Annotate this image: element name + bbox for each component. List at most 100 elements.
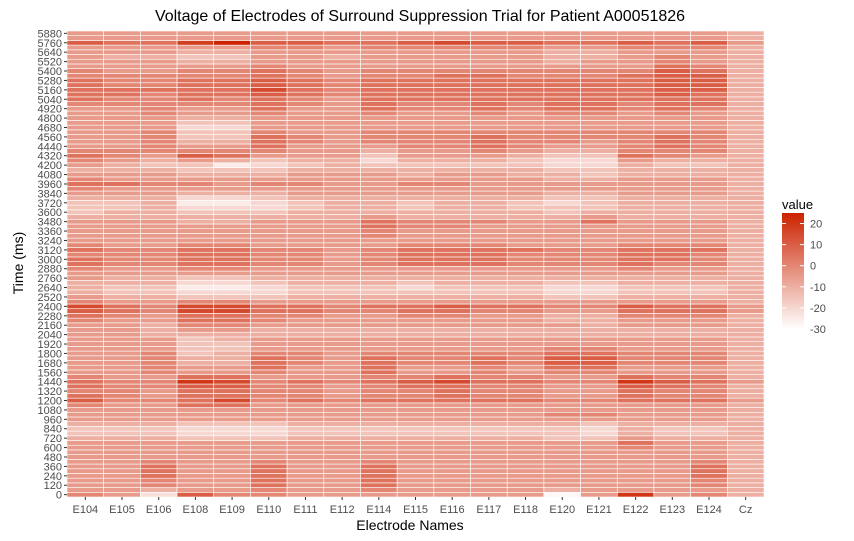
heatmap-cell bbox=[470, 355, 508, 361]
heatmap-cell bbox=[103, 294, 141, 300]
heatmap-cell bbox=[140, 129, 178, 135]
heatmap-cell bbox=[470, 275, 508, 281]
heatmap-cell bbox=[66, 397, 104, 404]
heatmap-cell bbox=[176, 444, 215, 451]
heatmap-cell bbox=[616, 251, 655, 258]
heatmap-cell bbox=[250, 491, 288, 498]
heatmap-cell bbox=[616, 223, 655, 230]
heatmap-cell bbox=[103, 87, 141, 93]
heatmap-cell bbox=[140, 58, 178, 65]
heatmap-cell bbox=[140, 473, 178, 479]
heatmap-cell bbox=[176, 294, 215, 300]
heatmap-cell bbox=[396, 251, 435, 258]
heatmap-cell bbox=[690, 256, 728, 262]
heatmap-cell bbox=[286, 35, 325, 41]
heatmap-cell bbox=[323, 463, 361, 470]
heatmap-cell bbox=[396, 91, 435, 98]
heatmap-cell bbox=[213, 487, 251, 493]
heatmap-cell bbox=[213, 313, 251, 319]
heatmap-cell bbox=[360, 148, 398, 154]
heatmap-cell bbox=[653, 63, 691, 69]
heatmap-cell bbox=[213, 214, 251, 220]
heatmap-cell bbox=[396, 435, 435, 441]
heatmap-cell bbox=[616, 454, 655, 460]
heatmap-cell bbox=[140, 261, 178, 267]
heatmap-cell bbox=[66, 218, 104, 225]
heatmap-cell bbox=[470, 374, 508, 380]
heatmap-cell bbox=[433, 313, 471, 319]
heatmap-cell bbox=[286, 73, 325, 79]
heatmap-cell bbox=[176, 68, 215, 74]
heatmap-cell bbox=[690, 162, 728, 168]
heatmap-cell bbox=[396, 186, 435, 192]
heatmap-cell bbox=[653, 134, 691, 140]
heatmap-cell bbox=[360, 487, 398, 493]
heatmap-cell bbox=[176, 402, 215, 408]
heatmap-cell bbox=[727, 101, 765, 107]
heatmap-cell bbox=[543, 68, 581, 74]
heatmap-cell bbox=[543, 223, 581, 230]
heatmap-cell bbox=[690, 176, 728, 182]
heatmap-cell bbox=[616, 402, 655, 408]
heatmap-cell bbox=[580, 157, 618, 164]
heatmap-cell bbox=[213, 360, 251, 366]
heatmap-cell bbox=[323, 360, 361, 366]
heatmap-cell bbox=[103, 383, 141, 390]
heatmap-cell bbox=[176, 63, 215, 69]
heatmap-cell bbox=[580, 73, 618, 79]
heatmap-cell bbox=[396, 350, 435, 357]
heatmap-cell bbox=[360, 186, 398, 192]
heatmap-cell bbox=[543, 148, 581, 154]
heatmap-cell bbox=[396, 176, 435, 182]
heatmap-cell bbox=[543, 49, 581, 55]
heatmap-cell bbox=[580, 120, 618, 126]
heatmap-cell bbox=[213, 115, 251, 121]
heatmap-cell bbox=[360, 204, 398, 211]
heatmap-cell bbox=[323, 261, 361, 267]
heatmap-cell bbox=[360, 228, 398, 234]
heatmap-cell bbox=[653, 440, 691, 446]
heatmap-cell bbox=[176, 186, 215, 192]
heatmap-cell bbox=[213, 364, 251, 371]
heatmap-cell bbox=[360, 454, 398, 460]
heatmap-cell bbox=[323, 280, 361, 286]
heatmap-cell bbox=[433, 322, 471, 328]
heatmap-cell bbox=[653, 218, 691, 225]
heatmap-cell bbox=[580, 30, 618, 37]
heatmap-cell bbox=[543, 336, 581, 342]
heatmap-cell bbox=[506, 190, 545, 197]
y-tick-label: 5040 bbox=[38, 94, 62, 106]
heatmap-cell bbox=[433, 473, 471, 479]
heatmap-cell bbox=[653, 298, 691, 305]
heatmap-cell bbox=[360, 430, 398, 437]
heatmap-cell bbox=[323, 237, 361, 244]
heatmap-cell bbox=[176, 54, 215, 60]
y-tick-label: 3840 bbox=[38, 188, 62, 200]
heatmap-cell bbox=[176, 459, 215, 465]
heatmap-cell bbox=[653, 124, 691, 131]
heatmap-cell bbox=[360, 270, 398, 277]
heatmap-cell bbox=[140, 40, 178, 46]
heatmap-cell bbox=[360, 30, 398, 37]
heatmap-cell bbox=[360, 171, 398, 178]
heatmap-cell bbox=[323, 233, 361, 239]
heatmap-cell bbox=[176, 491, 215, 498]
heatmap-cell bbox=[543, 200, 581, 206]
heatmap-cell bbox=[213, 82, 251, 88]
heatmap-cell bbox=[690, 468, 728, 474]
heatmap-cell bbox=[213, 138, 251, 145]
heatmap-cell bbox=[727, 308, 765, 314]
heatmap-cell bbox=[506, 167, 545, 173]
heatmap-cell bbox=[360, 411, 398, 418]
heatmap-cell bbox=[580, 440, 618, 446]
heatmap-cell bbox=[140, 91, 178, 98]
heatmap-cell bbox=[727, 143, 765, 149]
heatmap-cell bbox=[580, 355, 618, 361]
heatmap-cell bbox=[506, 171, 545, 178]
heatmap-cell bbox=[653, 251, 691, 258]
heatmap-cell bbox=[286, 426, 325, 432]
heatmap-cell bbox=[213, 157, 251, 164]
heatmap-cell bbox=[727, 393, 765, 399]
heatmap-cell bbox=[140, 148, 178, 154]
